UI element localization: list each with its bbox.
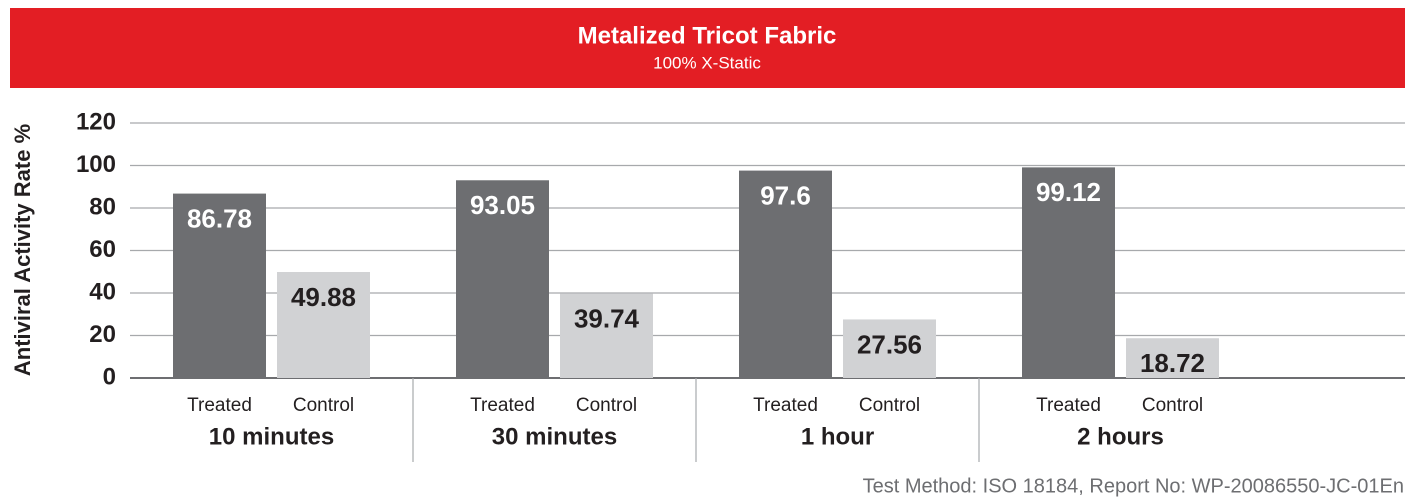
value-label: 18.72	[1140, 348, 1205, 378]
footnote: Test Method: ISO 18184, Report No: WP-20…	[863, 475, 1404, 497]
value-label: 86.78	[187, 203, 252, 233]
title-banner	[10, 8, 1405, 88]
x-tick-label: 2 hours	[1077, 423, 1164, 450]
value-label: 27.56	[857, 329, 922, 359]
bar	[843, 319, 936, 378]
bar	[173, 193, 266, 378]
bar	[1022, 167, 1115, 378]
series-label: Control	[859, 395, 920, 416]
x-tick-label: 1 hour	[801, 423, 874, 450]
y-tick-label: 20	[89, 321, 116, 348]
value-label: 99.12	[1036, 177, 1101, 207]
y-tick-label: 60	[89, 236, 116, 263]
bar	[456, 180, 549, 378]
bar	[1126, 338, 1219, 378]
value-label: 49.88	[291, 282, 356, 312]
chart-subtitle: 100% X-Static	[653, 53, 761, 72]
series-label: Treated	[1036, 395, 1101, 416]
value-label: 93.05	[470, 190, 535, 220]
y-tick-label: 80	[89, 193, 116, 220]
y-tick-label: 120	[76, 108, 116, 135]
series-label: Treated	[753, 395, 818, 416]
series-label: Control	[576, 395, 637, 416]
y-tick-label: 0	[103, 363, 116, 390]
series-label: Control	[1142, 395, 1203, 416]
y-tick-label: 100	[76, 151, 116, 178]
x-tick-label: 30 minutes	[492, 423, 617, 450]
series-label: Control	[293, 395, 354, 416]
x-tick-label: 10 minutes	[209, 423, 334, 450]
chart-title: Metalized Tricot Fabric	[578, 22, 837, 49]
series-label: Treated	[470, 395, 535, 416]
bar	[739, 170, 832, 378]
y-tick-label: 40	[89, 278, 116, 305]
y-axis-label: Antiviral Activity Rate %	[10, 124, 35, 376]
bar	[560, 293, 653, 378]
value-label: 97.6	[760, 180, 811, 210]
series-label: Treated	[187, 395, 252, 416]
value-label: 39.74	[574, 303, 640, 333]
bar	[277, 272, 370, 378]
